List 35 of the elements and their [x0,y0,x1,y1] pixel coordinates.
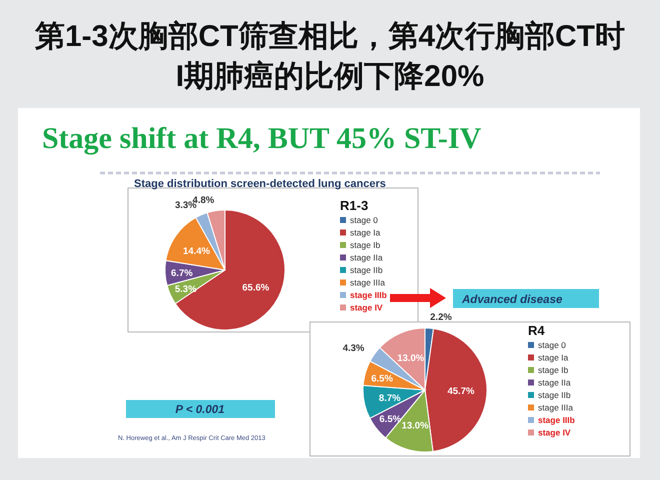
data-label: 14.4% [183,246,211,258]
legend-title: R4 [528,323,546,338]
data-label: 6.5% [379,414,402,425]
legend-label: stage 0 [350,215,378,225]
legend-label: stage Ia [350,228,381,238]
legend-label: stage IIa [538,378,571,388]
text: Stage distribution screen-detected lung cancers [134,178,386,190]
legend-label: stage 0 [538,340,566,350]
legend-label: stage IIb [350,265,383,275]
chart-subtitle: Stage shift at R4, BUT 45% ST-IV [42,122,482,155]
legend-label: stage Ib [350,240,381,250]
legend-title: R1-3 [340,198,368,213]
data-label: 8.7% [378,393,402,404]
data-label: 45.7% [447,386,475,398]
legend-label: stage IIIa [350,278,386,288]
data-label: 13.0% [397,353,425,364]
legend-label: stage IIIb [538,415,575,425]
legend-label: stage IV [350,302,383,312]
legend-label: stage IV [538,428,571,438]
legend-label: stage IIIa [538,402,574,412]
legend-label: stage Ia [538,352,569,362]
legend-label: stage Ib [538,365,569,375]
data-label: 65.6% [242,282,270,294]
chart-title: 第1-3次胸部CT筛查相比，第4次行胸部CT时 I期肺癌的比例下降20% [34,19,626,93]
text: P < 0.001 [175,404,225,416]
data-label: 6.5% [371,374,394,385]
legend-label: stage IIa [350,252,383,262]
data-label: 5.3% [174,284,198,295]
data-label: 4.3% [342,342,365,354]
data-label: 6.7% [171,268,194,280]
data-label: 2.2% [430,312,452,323]
legend-label: stage IIIb [350,290,387,300]
text: Advanced disease [461,294,563,306]
legend-label: stage IIb [538,390,571,400]
data-label: 13.0% [402,420,430,432]
